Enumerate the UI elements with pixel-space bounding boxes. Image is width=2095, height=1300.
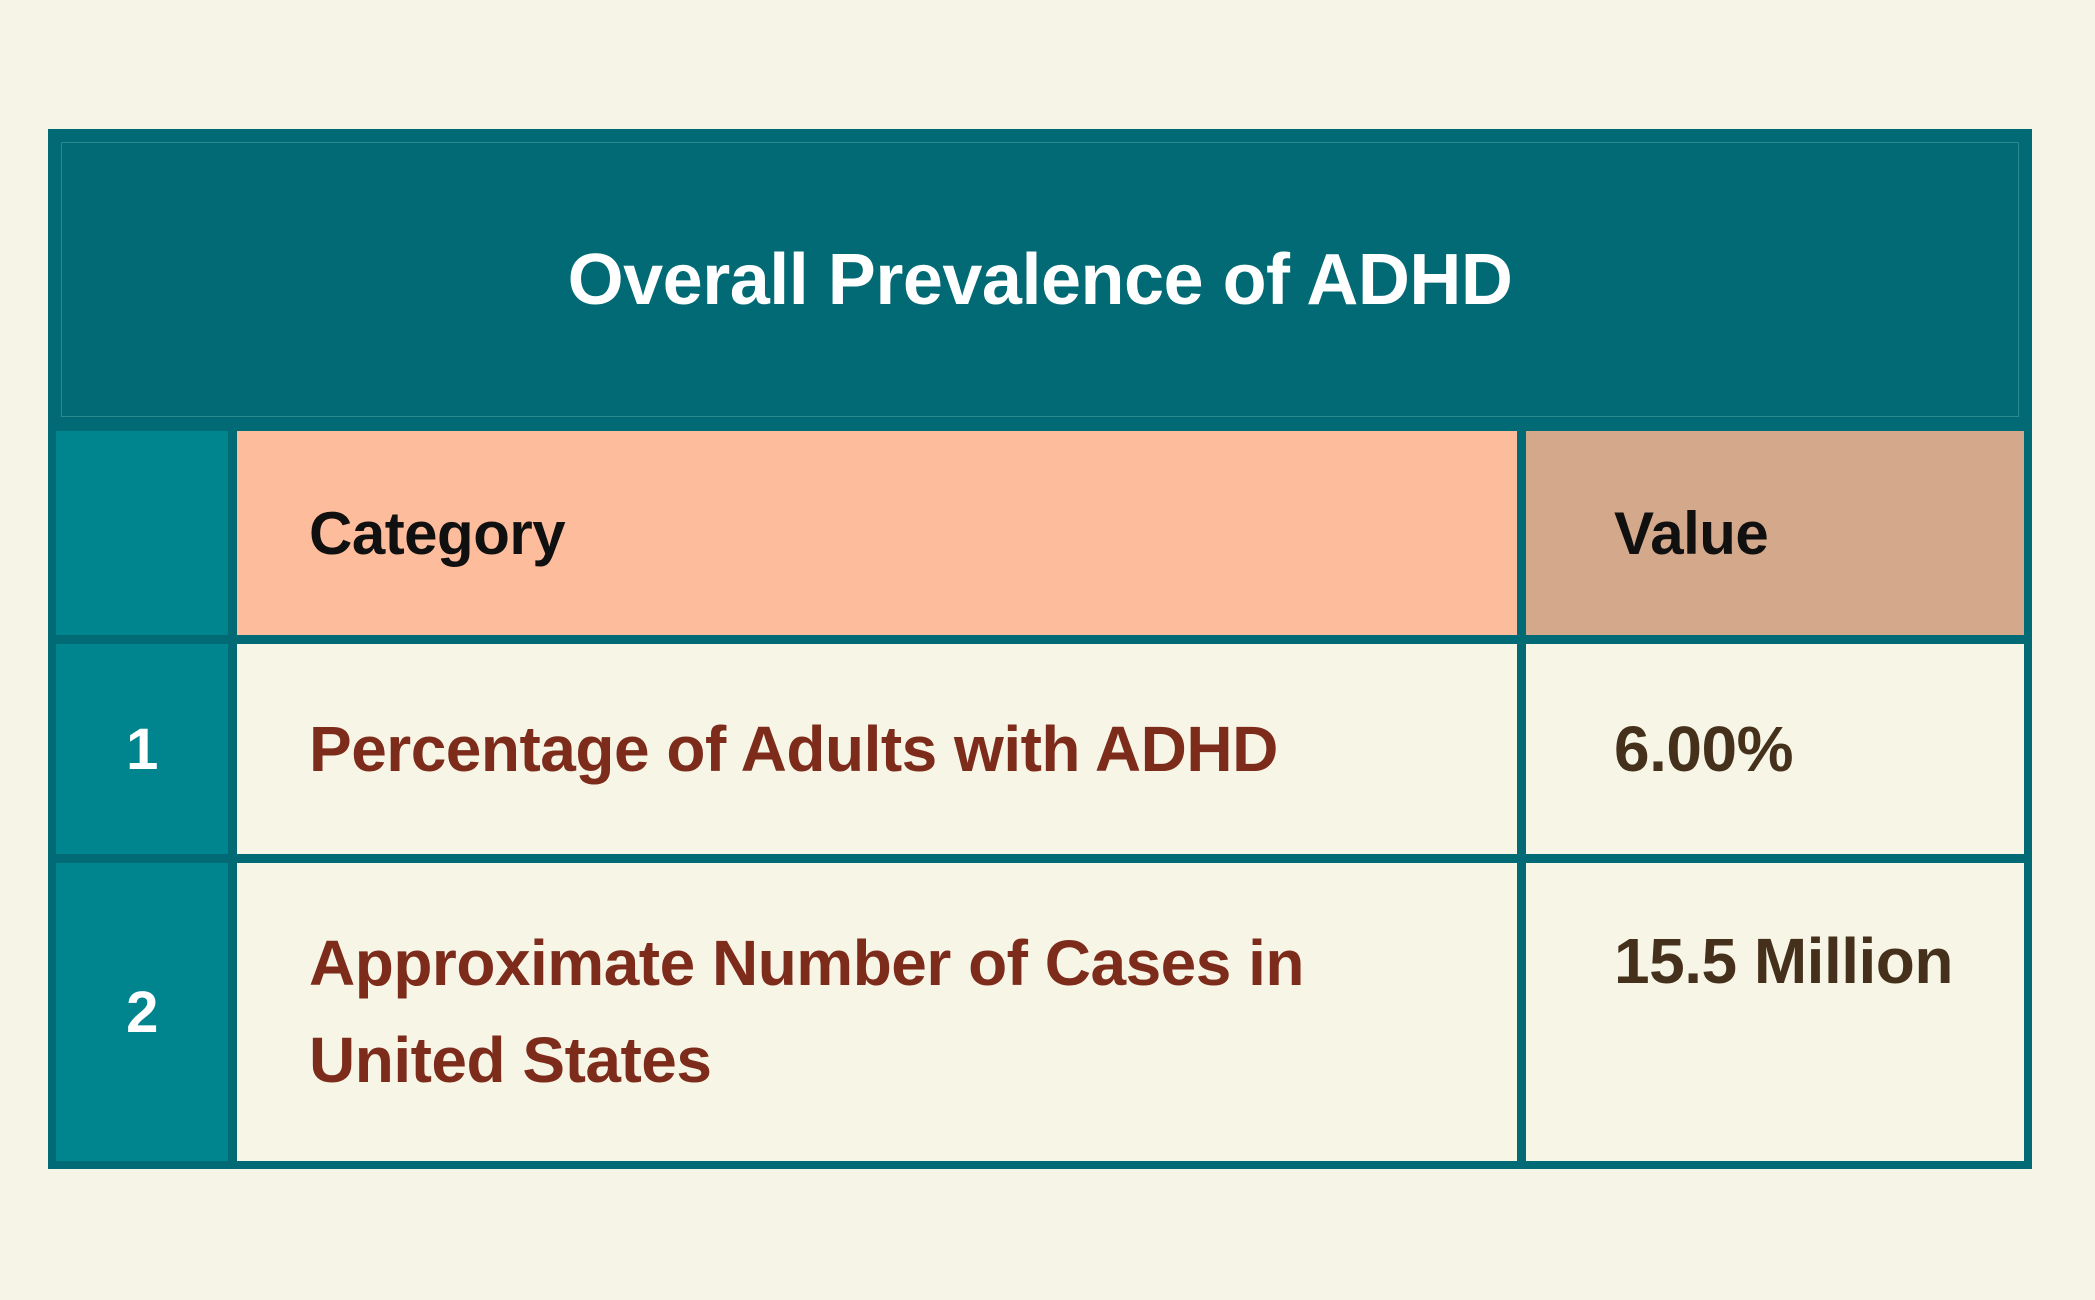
value-cell: 15.5 Million — [1526, 863, 2024, 1161]
category-cell: Percentage of Adults with ADHD — [237, 644, 1517, 854]
category-text-line-2: United States — [309, 1024, 712, 1096]
value-cell: 6.00% — [1526, 644, 2024, 854]
value-column-header: Value — [1526, 431, 2024, 635]
row-number: 1 — [126, 716, 158, 782]
prevalence-table: Overall Prevalence of ADHD Category Valu… — [48, 129, 2032, 1169]
value-text: 6.00% — [1614, 712, 1793, 785]
table-title-band: Overall Prevalence of ADHD — [56, 137, 2024, 422]
category-cell: Approximate Number of Cases in United St… — [237, 863, 1517, 1161]
row-number: 2 — [126, 979, 158, 1045]
category-column-header: Category — [237, 431, 1517, 635]
value-text: 15.5 Million — [1614, 925, 1953, 997]
category-text-line-1: Approximate Number of Cases in — [309, 927, 1305, 999]
corner-header-cell — [56, 431, 228, 635]
table-title: Overall Prevalence of ADHD — [567, 239, 1513, 320]
row-number-cell: 2 — [56, 863, 228, 1161]
category-header-label: Category — [309, 499, 566, 567]
row-number-cell: 1 — [56, 644, 228, 854]
category-text: Percentage of Adults with ADHD — [309, 712, 1278, 785]
value-header-label: Value — [1614, 499, 1769, 567]
